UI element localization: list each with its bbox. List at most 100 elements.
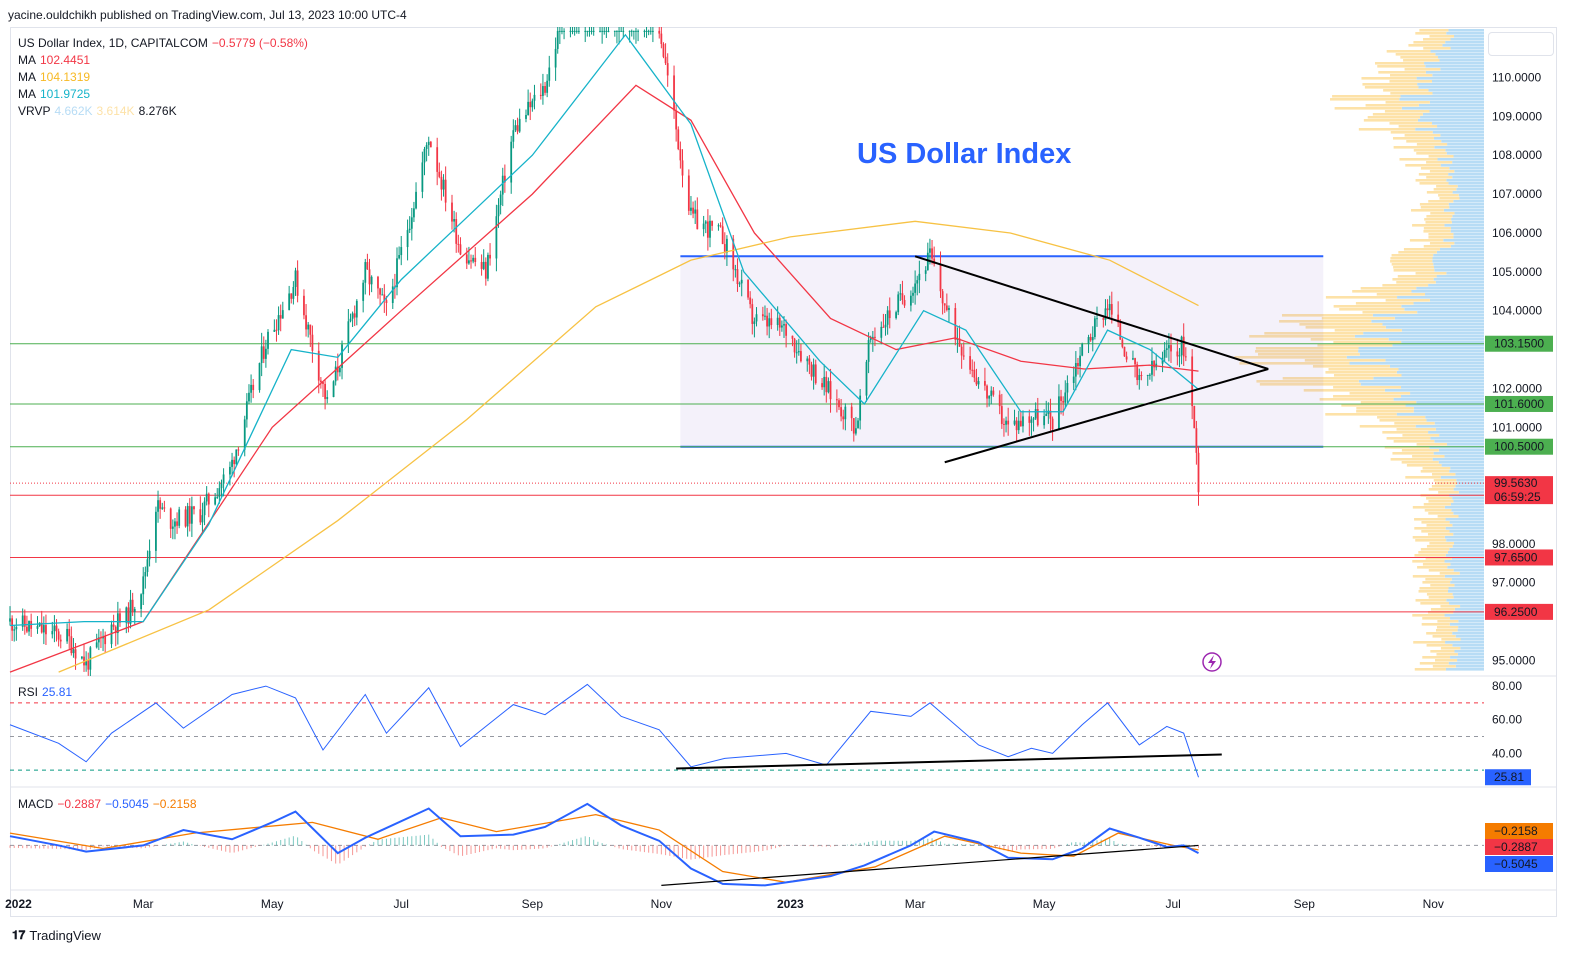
candle-body: [711, 220, 714, 226]
candle-body: [948, 308, 950, 310]
vp-bar-up: [1346, 356, 1484, 359]
candle-body: [178, 509, 181, 526]
candle-body: [1000, 406, 1003, 424]
vp-bar-down: [1438, 194, 1459, 197]
candle-body: [186, 506, 189, 527]
candle-body: [622, 30, 625, 32]
vp-bar-up: [1446, 443, 1484, 446]
candle-body: [116, 613, 119, 634]
price-tick-label: 109.0000: [1492, 109, 1542, 123]
vp-bar-down: [1432, 635, 1456, 638]
legend-ma3-label[interactable]: MA: [18, 87, 36, 101]
vp-bar-down: [1234, 356, 1347, 359]
vp-bar-up: [1454, 170, 1484, 173]
candle-body: [21, 615, 24, 627]
candle-body: [808, 358, 811, 365]
vp-bar-down: [1361, 77, 1417, 80]
main-legend: US Dollar Index, 1D, CAPITALCOM −0.5779 (…: [18, 35, 312, 120]
vp-bar-up: [1453, 236, 1484, 239]
candle-body: [768, 318, 771, 327]
candle-body: [36, 626, 39, 629]
vp-bar-up: [1439, 434, 1484, 437]
footer-brand[interactable]: TradingView: [29, 928, 101, 943]
vp-bar-up: [1452, 176, 1484, 179]
candle-body: [459, 244, 462, 255]
chart-options-box[interactable]: [1488, 32, 1554, 56]
vp-bar-down: [1392, 278, 1434, 281]
vp-bar-up: [1455, 473, 1484, 476]
legend-ma1-label[interactable]: MA: [18, 53, 36, 67]
macd-label[interactable]: MACD: [18, 797, 54, 811]
vp-bar-down: [1435, 482, 1458, 485]
vp-bar-down: [1436, 653, 1458, 656]
vp-bar-up: [1458, 626, 1484, 629]
legend-vrvp-down: 3.614K: [96, 104, 135, 118]
vp-bar-up: [1400, 395, 1484, 398]
vp-bar-down: [1428, 512, 1454, 515]
candle-body: [658, 30, 661, 34]
price-tick-label: 102.0000: [1492, 381, 1542, 395]
vp-bar-down: [1389, 122, 1433, 125]
vp-bar-down: [1382, 284, 1429, 287]
vp-bar-down: [1390, 92, 1433, 95]
candle-body: [871, 336, 874, 339]
legend-ma2-label[interactable]: MA: [18, 70, 36, 84]
vp-bar-up: [1453, 542, 1484, 545]
moving-average-teal: [9, 33, 1199, 627]
candle-body: [408, 228, 411, 231]
candle-body: [425, 145, 428, 149]
candle-body: [931, 248, 933, 259]
vp-bar-up: [1425, 71, 1484, 74]
candle-body: [1051, 418, 1054, 430]
candle-body: [171, 526, 174, 529]
candle-body: [569, 30, 572, 32]
vp-bar-up: [1434, 440, 1484, 443]
candle-body: [1077, 363, 1079, 367]
level-price-label: 100.5000: [1494, 440, 1544, 454]
candle-body: [814, 364, 817, 384]
candle-body: [556, 30, 559, 49]
vp-bar-up: [1450, 656, 1484, 659]
candle-body: [205, 493, 208, 502]
candle-body: [988, 396, 991, 399]
vp-bar-down: [1426, 632, 1453, 635]
legend-vrvp-label[interactable]: VRVP: [18, 104, 51, 118]
macd-v1: −0.2887: [57, 797, 102, 811]
candle-body: [97, 637, 100, 643]
vp-bar-down: [1425, 221, 1452, 224]
rsi-label[interactable]: RSI: [18, 685, 39, 699]
macd-histogram: [9, 834, 1200, 864]
candle-body: [413, 208, 415, 218]
price-tick-label: 107.0000: [1492, 187, 1542, 201]
vp-bar-up: [1416, 287, 1484, 290]
candle-body: [127, 607, 130, 624]
vp-bar-down: [1423, 503, 1451, 506]
candle-body: [252, 384, 255, 391]
vp-bar-down: [1329, 98, 1400, 101]
vp-bar-down: [1426, 215, 1453, 218]
vp-bar-up: [1422, 113, 1484, 116]
candle-body: [780, 325, 783, 328]
vp-bar-up: [1396, 371, 1484, 374]
candle-body: [190, 506, 193, 524]
candle-body: [926, 252, 929, 271]
candle-body: [157, 500, 159, 512]
vp-bar-down: [1435, 629, 1458, 632]
time-axis-label: 2022: [5, 897, 32, 911]
vp-bar-down: [1356, 407, 1414, 410]
vp-bar-down: [1423, 47, 1451, 50]
candle-body: [288, 293, 291, 311]
vp-bar-down: [1393, 266, 1435, 269]
candle-body: [645, 30, 648, 32]
legend-symbol[interactable]: US Dollar Index, 1D, CAPITALCOM: [18, 36, 208, 50]
vp-bar-up: [1448, 29, 1484, 32]
vp-bar-down: [1397, 275, 1437, 278]
vp-bar-down: [1426, 644, 1453, 647]
candle-body: [1005, 420, 1007, 425]
vp-bar-up: [1435, 428, 1484, 431]
candle-body: [1163, 350, 1166, 358]
vp-bar-down: [1412, 560, 1445, 563]
candle-body: [897, 294, 900, 313]
vp-bar-down: [1422, 581, 1451, 584]
